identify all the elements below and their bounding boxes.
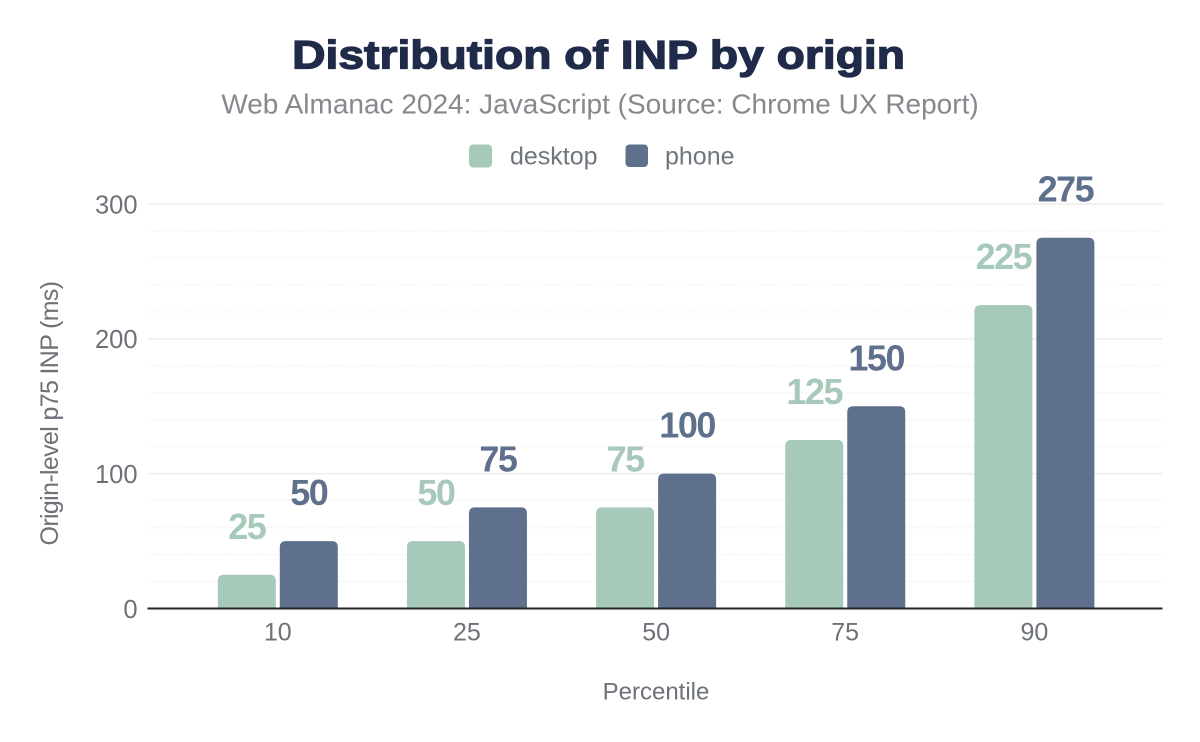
svg-text:25: 25 (228, 506, 267, 547)
svg-text:200: 200 (95, 326, 138, 354)
svg-text:Web Almanac 2024: JavaScript (: Web Almanac 2024: JavaScript (Source: Ch… (221, 88, 978, 119)
svg-text:50: 50 (417, 472, 455, 513)
svg-text:Origin-level p75 INP (ms): Origin-level p75 INP (ms) (36, 282, 64, 546)
svg-text:50: 50 (290, 472, 328, 513)
svg-text:150: 150 (848, 337, 904, 378)
svg-text:50: 50 (642, 618, 670, 646)
svg-text:225: 225 (976, 236, 1033, 277)
svg-text:desktop: desktop (510, 143, 598, 171)
svg-text:300: 300 (95, 191, 138, 219)
svg-text:275: 275 (1038, 169, 1095, 210)
svg-text:75: 75 (479, 438, 518, 479)
svg-text:0: 0 (123, 596, 137, 624)
svg-text:75: 75 (607, 438, 646, 479)
svg-text:75: 75 (831, 618, 859, 646)
svg-text:Percentile: Percentile (603, 679, 710, 706)
svg-text:100: 100 (95, 461, 138, 489)
svg-text:90: 90 (1020, 618, 1048, 646)
svg-text:125: 125 (786, 371, 843, 412)
svg-text:10: 10 (264, 618, 292, 646)
svg-text:100: 100 (659, 405, 715, 446)
svg-text:phone: phone (665, 143, 735, 171)
svg-text:25: 25 (453, 618, 481, 646)
svg-text:Distribution of INP by origin: Distribution of INP by origin (292, 33, 905, 77)
